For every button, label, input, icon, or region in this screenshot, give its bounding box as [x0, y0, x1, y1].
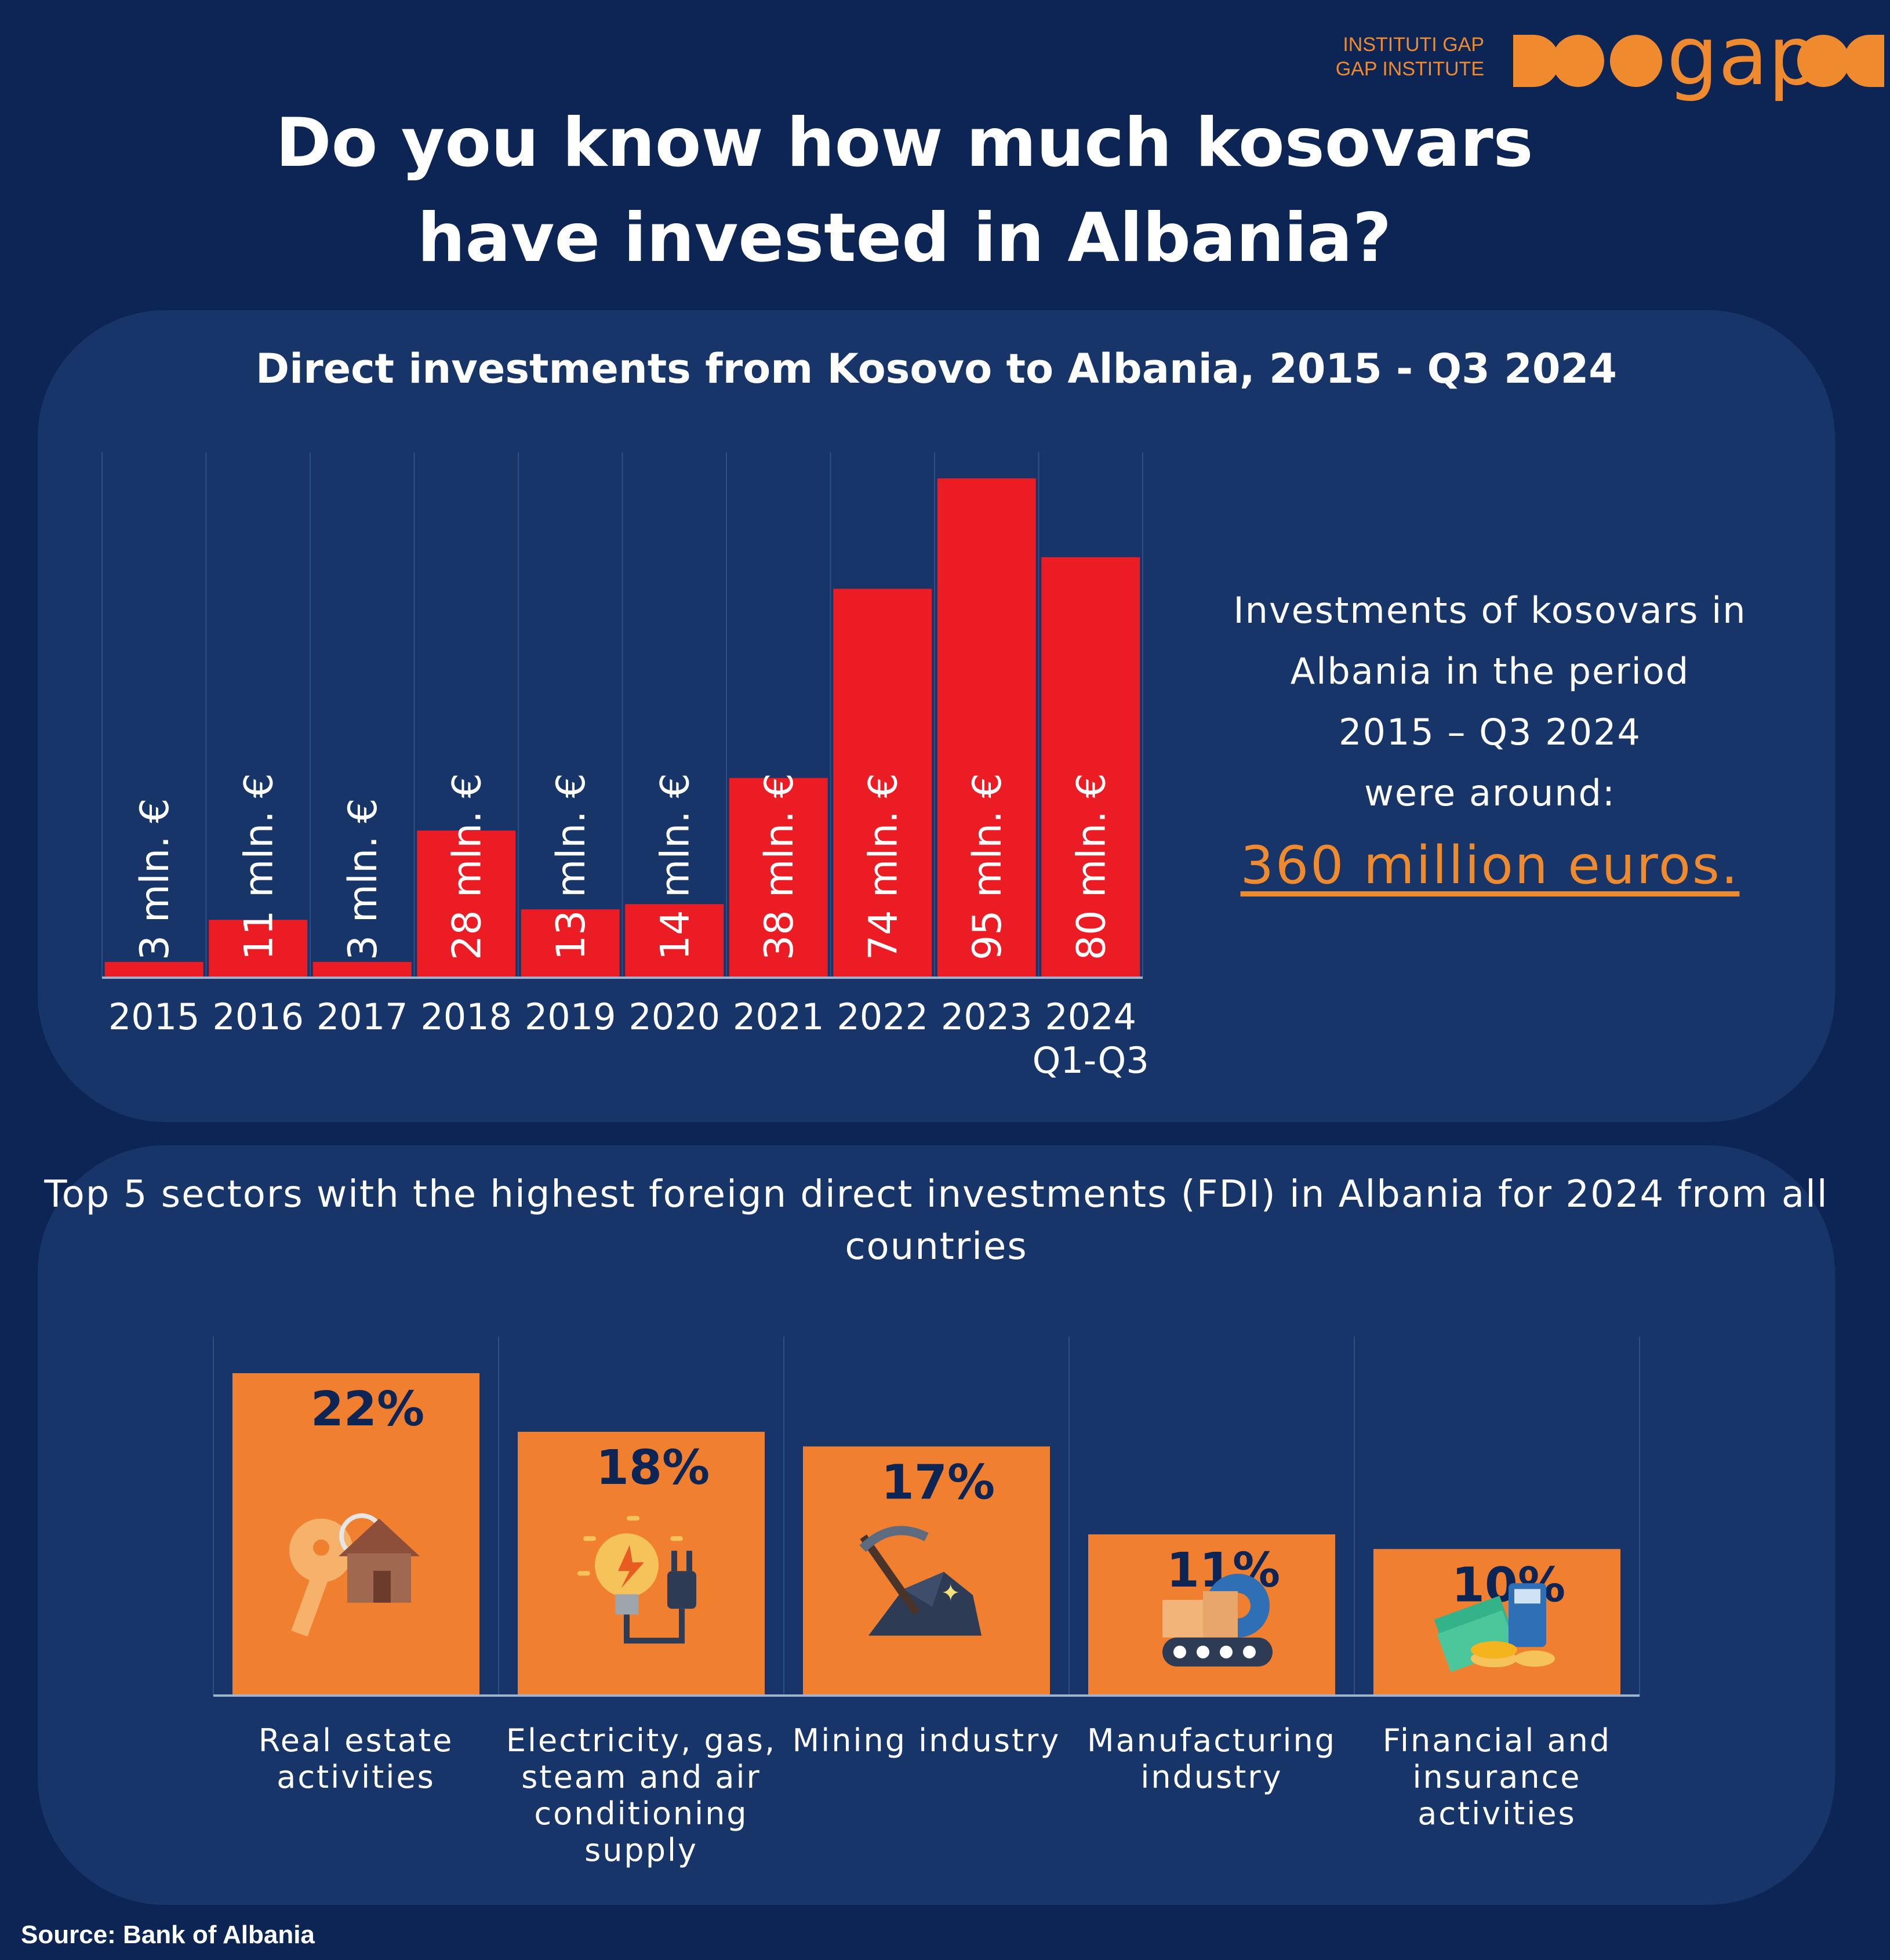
pickaxe-coal-icon: ✦ [859, 1526, 982, 1636]
x-tick-label: 2018 [420, 996, 512, 1038]
x-tick-label: 2020 [628, 996, 720, 1038]
bar [209, 920, 308, 978]
bar [232, 1373, 479, 1696]
bar [104, 961, 203, 978]
x-tick-label: 2015 [108, 996, 200, 1038]
bar-value-label: 18% [596, 1440, 710, 1496]
x-tick-label: 2022 [837, 996, 928, 1038]
gap-institute-logo: INSTITUTI GAP GAP INSTITUTE gap [1333, 23, 1890, 110]
bar [625, 904, 724, 978]
bar-value-label: 95 mln. € [965, 773, 1011, 960]
summary-amount: 360 million euros. [1240, 835, 1740, 896]
x-tick-label: Mining industry [793, 1722, 1061, 1759]
x-tick-label: 2021 [733, 996, 824, 1038]
money-coins-icon [1434, 1583, 1555, 1672]
bar-value-label: 22% [311, 1382, 424, 1437]
bar [729, 778, 828, 978]
bar [937, 478, 1036, 978]
bar-value-label: 3 mln. € [340, 798, 386, 960]
bar-value-label: 28 mln. € [444, 773, 490, 960]
bar [312, 961, 412, 978]
x-tick-label: 2024 [1045, 996, 1136, 1038]
summary-box: Investments of kosovars in Albania in th… [1177, 580, 1803, 896]
bar-value-label: 11 mln. € [236, 773, 282, 960]
investments-panel: Direct investments from Kosovo to Albani… [38, 310, 1835, 1122]
bar-value-label: 3 mln. € [132, 798, 178, 960]
bar [521, 909, 620, 978]
conveyor-gear-icon [1162, 1573, 1273, 1667]
bar-value-label: 13 mln. € [548, 773, 594, 960]
bar [803, 1446, 1050, 1696]
summary-line: Albania in the period [1290, 650, 1690, 692]
x-tick-label: 2017 [317, 996, 408, 1038]
logo-line-2: GAP INSTITUTE [1335, 58, 1484, 80]
bar [1041, 557, 1140, 978]
x-tick-label: Electricity, gas, steam and air conditioni… [506, 1722, 776, 1868]
x-tick-label: 2019 [525, 996, 616, 1038]
key-house-icon [289, 1513, 420, 1637]
chart-title: Direct investments from Kosovo to Albani… [255, 345, 1618, 393]
gap-logo-mark: gap [1513, 23, 1884, 104]
svg-text:✦: ✦ [941, 1580, 961, 1607]
x-tick-label: Manufacturing industry [1087, 1722, 1336, 1795]
summary-line: were around: [1364, 772, 1616, 814]
summary-line: 2015 – Q3 2024 [1339, 711, 1641, 753]
page-title: Do you know how much kosovars have inves… [275, 104, 1533, 277]
chart-title: Top 5 sectors with the highest foreign d… [44, 1173, 1829, 1268]
bar-value-label: 80 mln. € [1068, 773, 1114, 960]
x-tick-label: 2016 [212, 996, 304, 1038]
bar-value-label: 74 mln. € [860, 773, 906, 960]
bar-value-label: 14 mln. € [652, 773, 698, 960]
logo-line-1: INSTITUTI GAP [1343, 34, 1484, 56]
logo-wordmark: gap [1667, 23, 1820, 104]
summary-line: Investments of kosovars in [1233, 589, 1747, 631]
bar [833, 589, 932, 978]
x-tick-label: Real estate activities [259, 1722, 454, 1795]
source-note: Source: Bank of Albania [21, 1921, 315, 1949]
bar-value-label: 38 mln. € [757, 773, 802, 960]
bar-value-label: 17% [881, 1455, 995, 1510]
lightbulb-plug-icon [577, 1516, 696, 1644]
x-tick-label: Financial and insurance activities [1383, 1722, 1611, 1832]
x-tick-label: Q1-Q3 [1033, 1039, 1149, 1081]
bar [417, 830, 516, 978]
x-tick-label: 2023 [941, 996, 1033, 1038]
